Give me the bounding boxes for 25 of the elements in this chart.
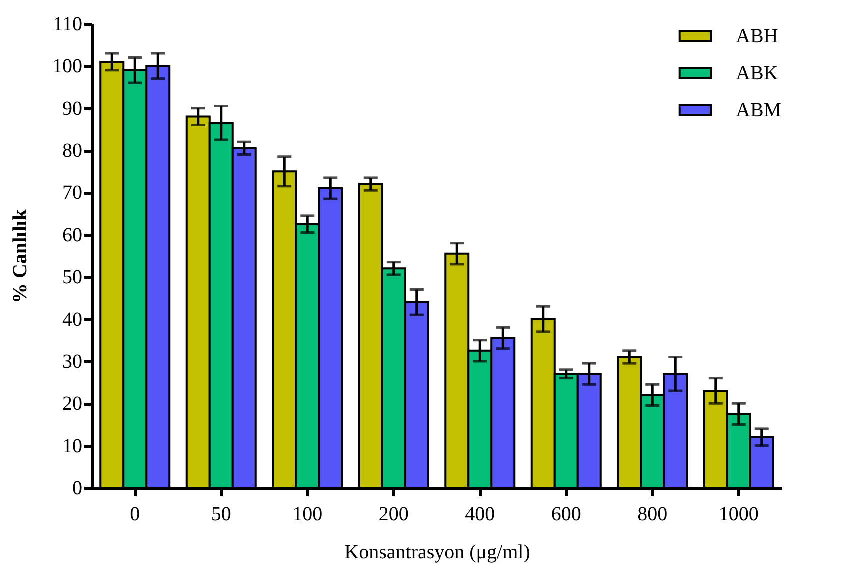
y-tick-label: 10 bbox=[62, 435, 82, 458]
x-tick-label: 200 bbox=[378, 504, 409, 526]
y-tick-label: 30 bbox=[62, 350, 82, 373]
x-tick-label: 400 bbox=[465, 504, 496, 526]
y-axis-title: % Canlılık bbox=[10, 208, 32, 304]
y-tick-label: 50 bbox=[62, 266, 82, 289]
y-tick-label: 60 bbox=[62, 224, 82, 246]
x-axis-title: Konsantrasyon (μg/ml) bbox=[344, 542, 530, 564]
x-tick-label: 100 bbox=[292, 504, 323, 526]
x-tick-label: 600 bbox=[551, 504, 582, 526]
y-tick-label: 70 bbox=[62, 182, 82, 204]
y-tick-label: 110 bbox=[53, 14, 82, 36]
y-tick-label: 0 bbox=[72, 478, 82, 500]
x-tick-label: 800 bbox=[638, 504, 668, 526]
x-tick-label: 50 bbox=[211, 504, 232, 526]
y-tick-label: 100 bbox=[52, 56, 82, 78]
x-tick-label: 0 bbox=[130, 504, 140, 526]
y-tick-label: 40 bbox=[62, 308, 82, 331]
legend-label: ABM bbox=[736, 100, 782, 122]
y-tick-label: 20 bbox=[62, 393, 82, 416]
x-tick-label: 1000 bbox=[718, 504, 759, 526]
y-tick-label: 90 bbox=[62, 98, 82, 120]
legend-label: ABH bbox=[736, 26, 778, 48]
legend-label: ABK bbox=[736, 62, 779, 84]
y-tick-label: 80 bbox=[62, 140, 82, 162]
